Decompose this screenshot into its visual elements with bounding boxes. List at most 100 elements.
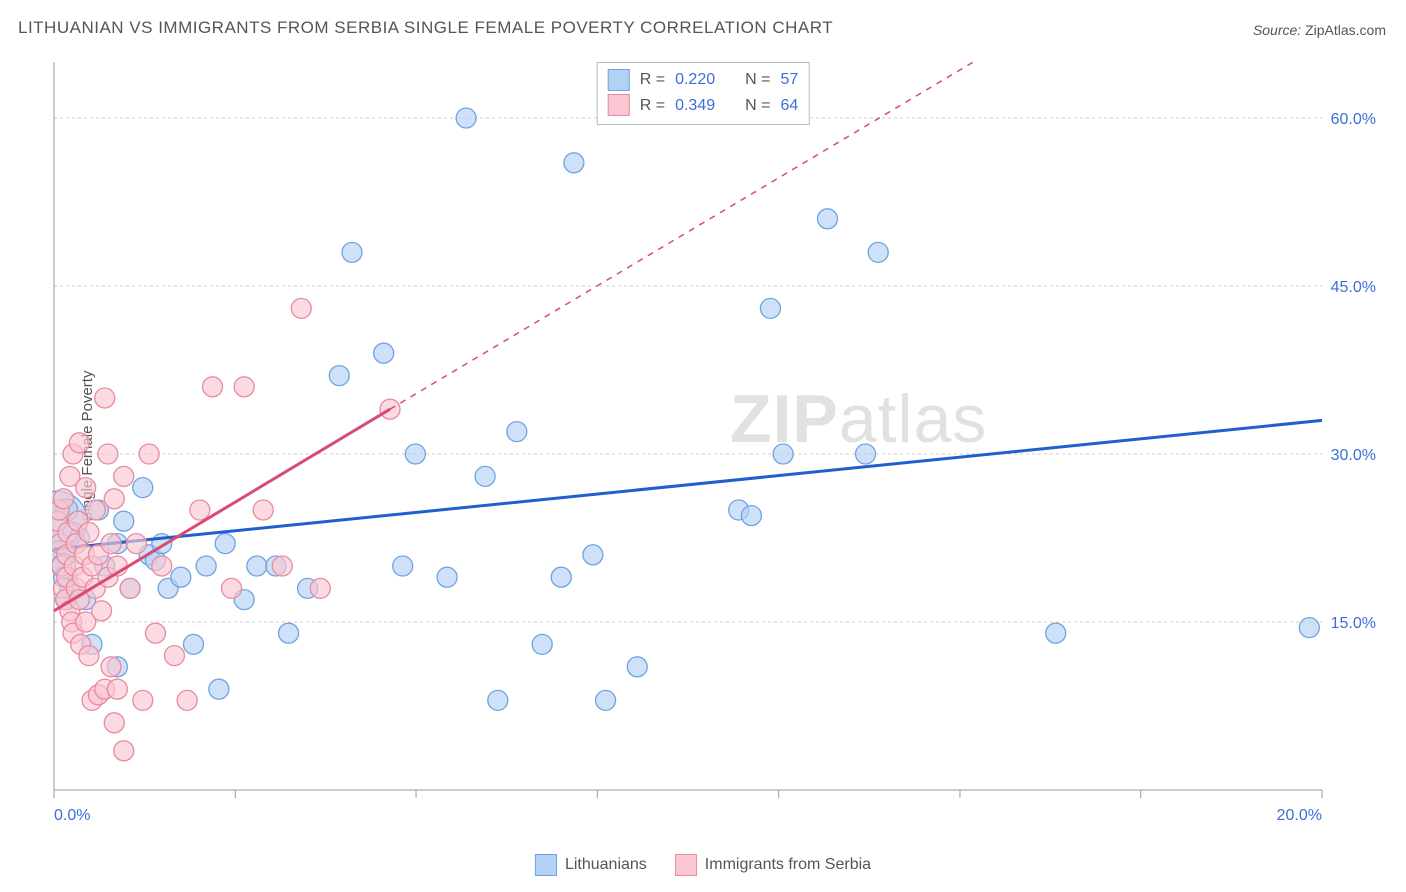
data-point xyxy=(234,377,254,397)
r-value: 0.349 xyxy=(675,93,715,119)
data-point xyxy=(133,690,153,710)
data-point xyxy=(133,478,153,498)
trend-line xyxy=(54,420,1322,549)
data-point xyxy=(817,209,837,229)
series-lithuanians xyxy=(52,108,1319,710)
data-point xyxy=(101,657,121,677)
source-label: Source: xyxy=(1253,22,1301,38)
data-point xyxy=(215,534,235,554)
data-point xyxy=(291,298,311,318)
data-point xyxy=(253,500,273,520)
data-point xyxy=(104,489,124,509)
legend-swatch xyxy=(608,69,630,91)
source-value: ZipAtlas.com xyxy=(1305,22,1386,38)
data-point xyxy=(114,511,134,531)
chart-svg: 0.0% 20.0% 15.0% 30.0% 45.0% 60.0% xyxy=(52,60,1382,830)
data-point xyxy=(120,578,140,598)
data-point xyxy=(247,556,267,576)
legend-item: Immigrants from Serbia xyxy=(675,854,871,876)
data-point xyxy=(114,466,134,486)
data-point xyxy=(456,108,476,128)
data-point xyxy=(76,478,96,498)
source-attribution: Source: ZipAtlas.com xyxy=(1253,22,1386,38)
r-label: R = xyxy=(640,67,665,93)
data-point xyxy=(145,623,165,643)
data-point xyxy=(760,298,780,318)
data-point xyxy=(209,679,229,699)
data-point xyxy=(107,679,127,699)
x-tick-label: 0.0% xyxy=(54,807,90,824)
data-point xyxy=(95,388,115,408)
r-value: 0.220 xyxy=(675,67,715,93)
data-point xyxy=(114,741,134,761)
data-point xyxy=(272,556,292,576)
legend-row: R = 0.349 N = 64 xyxy=(608,93,799,119)
data-point xyxy=(374,343,394,363)
data-point xyxy=(85,500,105,520)
data-point xyxy=(532,634,552,654)
n-label: N = xyxy=(745,67,770,93)
data-point xyxy=(583,545,603,565)
data-point xyxy=(152,556,172,576)
data-point xyxy=(342,242,362,262)
legend-item: Lithuanians xyxy=(535,854,647,876)
y-tick-label: 30.0% xyxy=(1331,447,1376,464)
data-point xyxy=(507,422,527,442)
legend-swatch xyxy=(535,854,557,876)
data-point xyxy=(177,690,197,710)
n-value: 64 xyxy=(780,93,798,119)
data-point xyxy=(329,366,349,386)
n-value: 57 xyxy=(780,67,798,93)
x-tick-label: 20.0% xyxy=(1277,807,1322,824)
data-point xyxy=(551,567,571,587)
data-point xyxy=(183,634,203,654)
data-point xyxy=(405,444,425,464)
data-point xyxy=(475,466,495,486)
data-point xyxy=(741,506,761,526)
data-point xyxy=(437,567,457,587)
data-point xyxy=(596,690,616,710)
data-point xyxy=(164,646,184,666)
data-point xyxy=(393,556,413,576)
y-tick-label: 60.0% xyxy=(1331,111,1376,128)
data-point xyxy=(279,623,299,643)
data-point xyxy=(222,578,242,598)
y-tick-label: 45.0% xyxy=(1331,279,1376,296)
data-point xyxy=(310,578,330,598)
data-point xyxy=(54,489,74,509)
data-point xyxy=(92,601,112,621)
data-point xyxy=(203,377,223,397)
legend-swatch xyxy=(608,94,630,116)
n-label: N = xyxy=(745,93,770,119)
data-point xyxy=(564,153,584,173)
legend-label: Lithuanians xyxy=(565,856,647,874)
data-point xyxy=(69,433,89,453)
data-point xyxy=(488,690,508,710)
legend-label: Immigrants from Serbia xyxy=(705,856,871,874)
data-point xyxy=(98,444,118,464)
data-point xyxy=(101,534,121,554)
chart-plot: 0.0% 20.0% 15.0% 30.0% 45.0% 60.0% xyxy=(52,60,1382,830)
data-point xyxy=(171,567,191,587)
data-point xyxy=(1046,623,1066,643)
data-point xyxy=(868,242,888,262)
gridlines xyxy=(54,118,1322,622)
data-point xyxy=(79,522,99,542)
data-point xyxy=(104,713,124,733)
data-point xyxy=(139,444,159,464)
y-tick-label: 15.0% xyxy=(1331,615,1376,632)
chart-title: LITHUANIAN VS IMMIGRANTS FROM SERBIA SIN… xyxy=(18,18,833,38)
data-point xyxy=(196,556,216,576)
legend-swatch xyxy=(675,854,697,876)
axes xyxy=(54,62,1322,790)
data-point xyxy=(773,444,793,464)
legend-series: Lithuanians Immigrants from Serbia xyxy=(535,854,871,876)
data-point xyxy=(627,657,647,677)
data-point xyxy=(190,500,210,520)
data-point xyxy=(1299,618,1319,638)
data-point xyxy=(79,646,99,666)
legend-row: R = 0.220 N = 57 xyxy=(608,67,799,93)
data-point xyxy=(856,444,876,464)
r-label: R = xyxy=(640,93,665,119)
legend-correlation: R = 0.220 N = 57 R = 0.349 N = 64 xyxy=(597,62,810,125)
